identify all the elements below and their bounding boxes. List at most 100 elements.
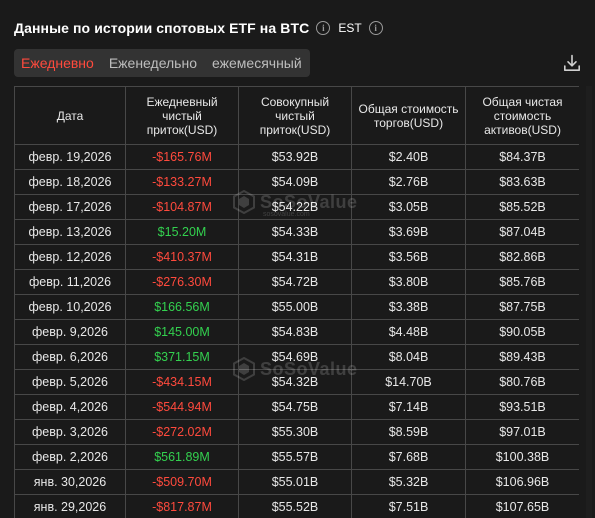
cell-net-assets: $87.75B bbox=[465, 294, 579, 320]
cell-daily-inflow: -$410.37M bbox=[125, 244, 239, 270]
cell-cumulative-inflow: $55.30B bbox=[238, 419, 352, 445]
cell-cumulative-inflow: $54.75B bbox=[238, 394, 352, 420]
timezone-info-icon[interactable]: i bbox=[368, 21, 383, 35]
cell-net-assets: $100.38B bbox=[465, 444, 579, 470]
cell-date: февр. 19,2026 bbox=[14, 144, 126, 170]
cell-date: янв. 29,2026 bbox=[14, 494, 126, 518]
table-row[interactable]: февр. 5,2026 -$434.15M $54.32B $14.70B $80.7… bbox=[14, 369, 579, 395]
cell-daily-inflow: -$434.15M bbox=[125, 369, 239, 395]
cell-cumulative-inflow: $54.83B bbox=[238, 319, 352, 345]
tab-monthly[interactable]: ежемесячный bbox=[212, 55, 302, 71]
cell-cumulative-inflow: $54.72B bbox=[238, 269, 352, 295]
cell-daily-inflow: $371.15M bbox=[125, 344, 239, 370]
cell-net-assets: $85.52B bbox=[465, 194, 579, 220]
cell-date: февр. 12,2026 bbox=[14, 244, 126, 270]
cell-cumulative-inflow: $54.31B bbox=[238, 244, 352, 270]
cell-daily-inflow: -$272.02M bbox=[125, 419, 239, 445]
cell-cumulative-inflow: $55.01B bbox=[238, 469, 352, 495]
table-scrollbar[interactable] bbox=[586, 86, 592, 518]
column-header-daily-inflow: Ежедневный чистый приток(USD) bbox=[125, 86, 239, 145]
cell-daily-inflow: $561.89M bbox=[125, 444, 239, 470]
cell-daily-inflow: -$817.87M bbox=[125, 494, 239, 518]
period-tabs: Ежедневно Еженедельно ежемесячный bbox=[14, 49, 310, 77]
table-row[interactable]: февр. 9,2026 $145.00M $54.83B $4.48B $90.05B bbox=[14, 319, 579, 345]
cell-date: февр. 5,2026 bbox=[14, 369, 126, 395]
column-header-cumulative-inflow: Совокупный чистый приток(USD) bbox=[238, 86, 352, 145]
page-header: Данные по истории спотовых ETF на BTC i … bbox=[14, 18, 383, 38]
cell-net-assets: $87.04B bbox=[465, 219, 579, 245]
cell-date: февр. 9,2026 bbox=[14, 319, 126, 345]
cell-date: февр. 11,2026 bbox=[14, 269, 126, 295]
cell-net-assets: $82.86B bbox=[465, 244, 579, 270]
cell-net-assets: $93.51B bbox=[465, 394, 579, 420]
table-row[interactable]: февр. 4,2026 -$544.94M $54.75B $7.14B $93.51… bbox=[14, 394, 579, 420]
column-header-date: Дата bbox=[14, 86, 126, 145]
cell-total-traded: $8.04B bbox=[351, 344, 466, 370]
cell-daily-inflow: $145.00M bbox=[125, 319, 239, 345]
cell-total-traded: $7.14B bbox=[351, 394, 466, 420]
cell-daily-inflow: -$509.70M bbox=[125, 469, 239, 495]
column-header-net-assets: Общая чистая стоимость активов(USD) bbox=[465, 86, 579, 145]
cell-cumulative-inflow: $55.00B bbox=[238, 294, 352, 320]
column-header-total-traded: Общая стоимость торгов(USD) bbox=[351, 86, 466, 145]
table-row[interactable]: февр. 12,2026 -$410.37M $54.31B $3.56B $82.8… bbox=[14, 244, 579, 270]
cell-total-traded: $2.40B bbox=[351, 144, 466, 170]
cell-cumulative-inflow: $53.92B bbox=[238, 144, 352, 170]
cell-total-traded: $4.48B bbox=[351, 319, 466, 345]
cell-total-traded: $8.59B bbox=[351, 419, 466, 445]
cell-net-assets: $90.05B bbox=[465, 319, 579, 345]
table-row[interactable]: февр. 10,2026 $166.56M $55.00B $3.38B $87.75… bbox=[14, 294, 579, 320]
info-icon[interactable]: i bbox=[316, 21, 331, 35]
cell-cumulative-inflow: $54.22B bbox=[238, 194, 352, 220]
cell-date: февр. 13,2026 bbox=[14, 219, 126, 245]
cell-total-traded: $3.56B bbox=[351, 244, 466, 270]
cell-total-traded: $5.32B bbox=[351, 469, 466, 495]
cell-daily-inflow: -$165.76M bbox=[125, 144, 239, 170]
cell-net-assets: $80.76B bbox=[465, 369, 579, 395]
table-header-row: Дата Ежедневный чистый приток(USD) Совок… bbox=[14, 86, 579, 145]
page-title: Данные по истории спотовых ETF на BTC bbox=[14, 20, 310, 36]
cell-total-traded: $7.51B bbox=[351, 494, 466, 518]
tab-daily[interactable]: Ежедневно bbox=[21, 55, 94, 71]
cell-cumulative-inflow: $54.69B bbox=[238, 344, 352, 370]
cell-total-traded: $3.69B bbox=[351, 219, 466, 245]
tab-weekly[interactable]: Еженедельно bbox=[108, 55, 197, 71]
cell-net-assets: $83.63B bbox=[465, 169, 579, 195]
cell-daily-inflow: -$544.94M bbox=[125, 394, 239, 420]
cell-net-assets: $84.37B bbox=[465, 144, 579, 170]
cell-date: февр. 17,2026 bbox=[14, 194, 126, 220]
etf-history-table-container[interactable]: Дата Ежедневный чистый приток(USD) Совок… bbox=[14, 86, 579, 518]
cell-net-assets: $85.76B bbox=[465, 269, 579, 295]
cell-date: февр. 18,2026 bbox=[14, 169, 126, 195]
table-row[interactable]: февр. 6,2026 $371.15M $54.69B $8.04B $89.43B bbox=[14, 344, 579, 370]
download-icon[interactable] bbox=[563, 54, 581, 72]
cell-daily-inflow: -$104.87M bbox=[125, 194, 239, 220]
cell-cumulative-inflow: $54.09B bbox=[238, 169, 352, 195]
table-row[interactable]: янв. 29,2026 -$817.87M $55.52B $7.51B $107.6… bbox=[14, 494, 579, 518]
cell-total-traded: $2.76B bbox=[351, 169, 466, 195]
cell-date: февр. 4,2026 bbox=[14, 394, 126, 420]
cell-cumulative-inflow: $54.32B bbox=[238, 369, 352, 395]
cell-cumulative-inflow: $54.33B bbox=[238, 219, 352, 245]
cell-daily-inflow: $15.20M bbox=[125, 219, 239, 245]
cell-date: февр. 2,2026 bbox=[14, 444, 126, 470]
table-row[interactable]: февр. 3,2026 -$272.02M $55.30B $8.59B $97.01… bbox=[14, 419, 579, 445]
cell-total-traded: $14.70B bbox=[351, 369, 466, 395]
cell-date: февр. 6,2026 bbox=[14, 344, 126, 370]
cell-daily-inflow: $166.56M bbox=[125, 294, 239, 320]
cell-date: янв. 30,2026 bbox=[14, 469, 126, 495]
cell-total-traded: $3.38B bbox=[351, 294, 466, 320]
table-row[interactable]: февр. 17,2026 -$104.87M $54.22B $3.05B $85.5… bbox=[14, 194, 579, 220]
table-body: февр. 19,2026 -$165.76M $53.92B $2.40B $84.3… bbox=[14, 144, 579, 518]
table-row[interactable]: февр. 18,2026 -$133.27M $54.09B $2.76B $83.6… bbox=[14, 169, 579, 195]
table-row[interactable]: февр. 11,2026 -$276.30M $54.72B $3.80B $85.7… bbox=[14, 269, 579, 295]
table-row[interactable]: февр. 13,2026 $15.20M $54.33B $3.69B $87.04B bbox=[14, 219, 579, 245]
table-row[interactable]: февр. 2,2026 $561.89M $55.57B $7.68B $100.38… bbox=[14, 444, 579, 470]
table-row[interactable]: февр. 19,2026 -$165.76M $53.92B $2.40B $84.3… bbox=[14, 144, 579, 170]
timezone-label: EST bbox=[338, 21, 362, 35]
table-row[interactable]: янв. 30,2026 -$509.70M $55.01B $5.32B $106.9… bbox=[14, 469, 579, 495]
cell-total-traded: $3.80B bbox=[351, 269, 466, 295]
cell-daily-inflow: -$276.30M bbox=[125, 269, 239, 295]
cell-cumulative-inflow: $55.52B bbox=[238, 494, 352, 518]
cell-cumulative-inflow: $55.57B bbox=[238, 444, 352, 470]
